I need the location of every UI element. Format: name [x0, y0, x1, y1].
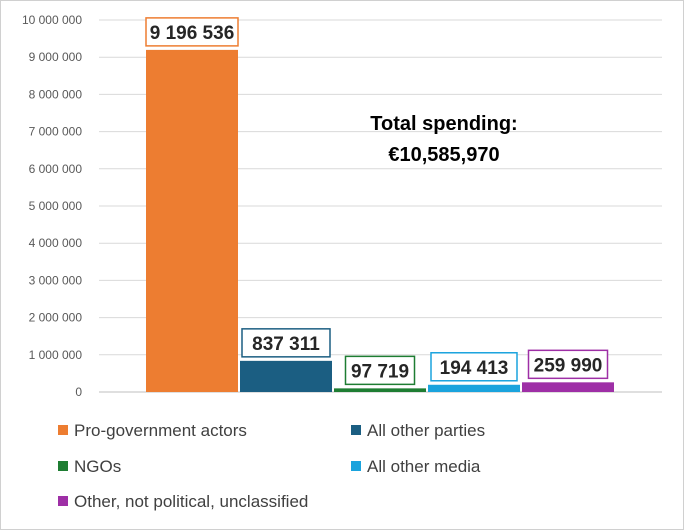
- data-label-value: 9 196 536: [150, 23, 235, 44]
- y-tick-label: 3 000 000: [29, 273, 83, 287]
- data-label-box: [241, 328, 331, 358]
- legend-label: All other parties: [367, 421, 485, 440]
- data-label-5: 259 990: [527, 349, 609, 380]
- legend-item: All other parties: [351, 421, 485, 440]
- y-tick-label: 10 000 000: [22, 13, 82, 27]
- legend-swatch: [58, 461, 68, 471]
- legend-swatch: [351, 425, 361, 435]
- y-tick-label: 5 000 000: [29, 199, 83, 213]
- bar-5: [522, 382, 614, 392]
- y-tick-label: 6 000 000: [29, 162, 83, 176]
- legend-item: Pro-government actors: [58, 421, 247, 440]
- data-label-2: 837 311: [241, 328, 331, 358]
- bar-4: [428, 384, 520, 392]
- total-spending-value: €10,585,970: [388, 144, 499, 166]
- y-tick-label: 8 000 000: [29, 87, 83, 101]
- legend-item: NGOs: [58, 457, 121, 476]
- legend-item: Other, not political, unclassified: [58, 492, 308, 511]
- data-label-value: 837 311: [252, 334, 320, 355]
- bars: [146, 49, 614, 393]
- legend-label: Other, not political, unclassified: [74, 492, 308, 511]
- legend-item: All other media: [351, 457, 481, 476]
- y-axis-ticks: 0 1 000 000 2 000 000 3 000 000 4 000 000 5 0…: [22, 13, 82, 399]
- data-label-value: 259 990: [534, 355, 603, 376]
- data-labels: 9 196 536 837 311 97 719 194 413 259 990: [145, 17, 609, 386]
- y-tick-label: 2 000 000: [29, 311, 83, 325]
- legend-swatch: [351, 461, 361, 471]
- y-tick-label: 1 000 000: [29, 348, 83, 362]
- data-label-value: 97 719: [351, 361, 409, 382]
- y-tick-label: 0: [75, 385, 82, 399]
- bar-1: [146, 49, 238, 393]
- legend-label: Pro-government actors: [74, 421, 247, 440]
- y-tick-label: 7 000 000: [29, 125, 83, 139]
- data-label-1: 9 196 536: [145, 17, 239, 47]
- total-spending-label: Total spending:: [370, 113, 517, 135]
- data-label-3: 97 719: [344, 355, 416, 386]
- data-label-box: [430, 352, 518, 382]
- legend: Pro-government actors All other parties NG…: [58, 421, 485, 511]
- legend-swatch: [58, 496, 68, 506]
- bar-2: [240, 360, 332, 392]
- legend-label: NGOs: [74, 457, 121, 476]
- y-tick-label: 9 000 000: [29, 50, 83, 64]
- bar-3: [334, 388, 426, 392]
- legend-swatch: [58, 425, 68, 435]
- data-label-box: [344, 355, 416, 386]
- y-tick-label: 4 000 000: [29, 236, 83, 250]
- data-label-box: [527, 349, 609, 380]
- legend-label: All other media: [367, 457, 481, 476]
- data-label-4: 194 413: [430, 352, 518, 382]
- data-label-box: [145, 17, 239, 47]
- data-label-value: 194 413: [440, 358, 509, 379]
